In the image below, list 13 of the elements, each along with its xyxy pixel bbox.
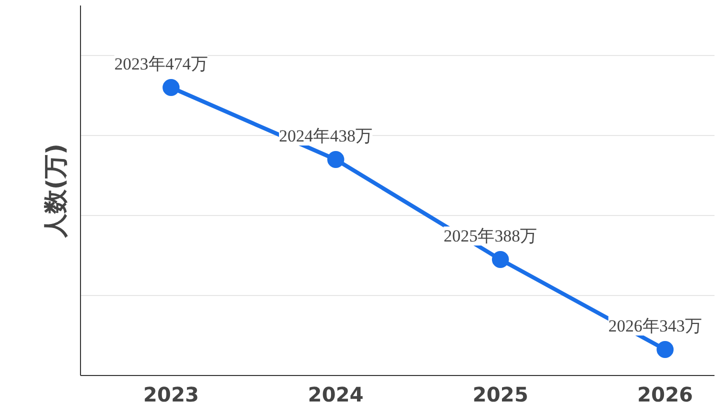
point (656, 341, 674, 358)
data-label: 2026年343万 (608, 316, 702, 336)
x-tick-label: 2023 (143, 382, 199, 404)
x-tick-label: 2024 (308, 382, 364, 404)
x-tick-label: 2025 (472, 382, 528, 404)
point (492, 251, 509, 268)
data-label: 2024年438万 (278, 126, 372, 146)
y-axis-title: 人数(万) (42, 144, 70, 238)
x-tick-label: 2026 (637, 382, 693, 404)
data-label: 2023年474万 (114, 54, 208, 74)
point (327, 151, 344, 168)
data-label: 2025年388万 (444, 226, 538, 246)
point (162, 79, 180, 96)
